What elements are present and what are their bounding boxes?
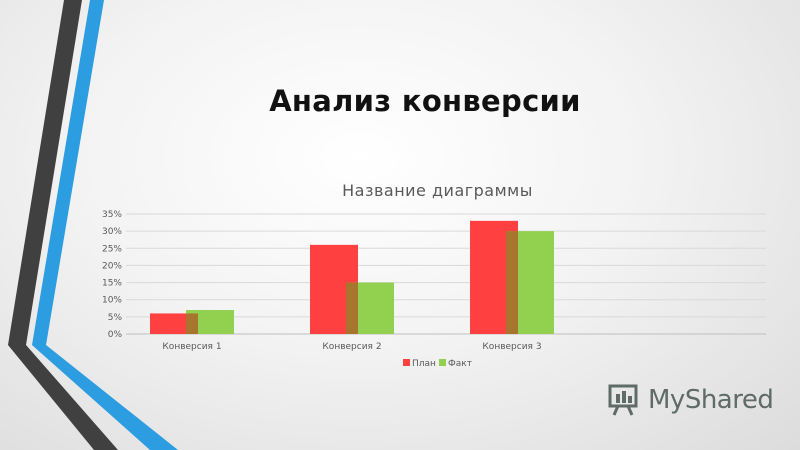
slide-title: Анализ конверсии (269, 84, 581, 118)
x-category-label: Конверсия 3 (482, 342, 541, 352)
y-tick-label: 30% (102, 227, 122, 237)
x-category-label: Конверсия 2 (322, 342, 381, 352)
chart-title: Название диаграммы (342, 181, 533, 200)
y-tick-label: 10% (102, 296, 122, 306)
legend-swatch-fact (439, 359, 446, 366)
bar-overlap (346, 282, 358, 334)
y-tick-label: 25% (102, 244, 122, 254)
legend-label-plan: План (412, 359, 436, 369)
y-tick-label: 35% (102, 210, 122, 220)
dark-stripe (8, 0, 118, 450)
y-tick-label: 15% (102, 279, 122, 289)
y-tick-label: 0% (108, 330, 123, 340)
y-tick-label: 5% (108, 313, 123, 323)
x-category-label: Конверсия 1 (162, 342, 221, 352)
legend-swatch-plan (403, 359, 410, 366)
presentation-icon (608, 384, 638, 416)
y-tick-label: 20% (102, 261, 122, 271)
bar-overlap (506, 231, 518, 334)
logo-text: MyShared (648, 385, 774, 415)
bar-overlap (186, 313, 198, 334)
legend-label-fact: Факт (448, 359, 472, 369)
watermark-logo: MyShared (608, 384, 774, 416)
blue-stripe (32, 0, 178, 450)
